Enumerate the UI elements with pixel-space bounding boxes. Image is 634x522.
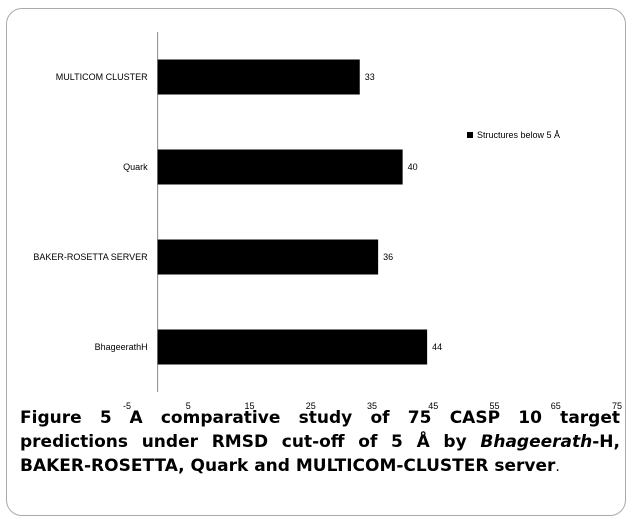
bar [157,149,403,185]
x-tick-label: 25 [306,401,316,410]
bars [157,59,428,365]
legend-swatch [467,132,473,138]
category-label: Quark [123,162,148,172]
x-tick-label: 45 [428,401,438,410]
bar [157,329,428,365]
legend: Structures below 5 Å [467,130,560,140]
x-tick-label: 65 [551,401,561,410]
x-tick-label: 5 [186,401,191,410]
data-label: 36 [383,252,393,262]
legend-label: Structures below 5 Å [477,130,560,140]
x-tick-label: 55 [489,401,499,410]
bar-chart: -5515253545556575Number of Targets 44Bha… [33,32,622,410]
data-label: 44 [432,342,442,352]
data-label: 33 [365,72,375,82]
x-tick-label: 15 [244,401,254,410]
data-label: 40 [408,162,418,172]
figure-caption: Figure 5 A comparative study of 75 CASP … [20,406,620,479]
caption-text-2: -H, BAKER-ROSETTA, Quark and MULTICOM-CL… [20,432,620,476]
category-label: BhageerathH [95,342,148,352]
category-label: BAKER-ROSETTA SERVER [33,252,148,262]
x-tick-label: 35 [367,401,377,410]
x-tick-label: -5 [123,401,131,410]
category-label: MULTICOM CLUSTER [56,72,148,82]
caption-italic: Bhageerath [480,432,593,452]
bar [157,59,360,95]
caption-end: . [555,459,560,475]
caption-label: Figure 5 [20,408,112,428]
caption-text-1: A comparative study of 75 CASP 10 target… [20,408,620,452]
bar [157,239,379,275]
x-tick-label: 75 [612,401,622,410]
labels: 44 BhageerathH 36 BAKER-ROSETTA SERVER 40 Qua… [33,72,442,352]
